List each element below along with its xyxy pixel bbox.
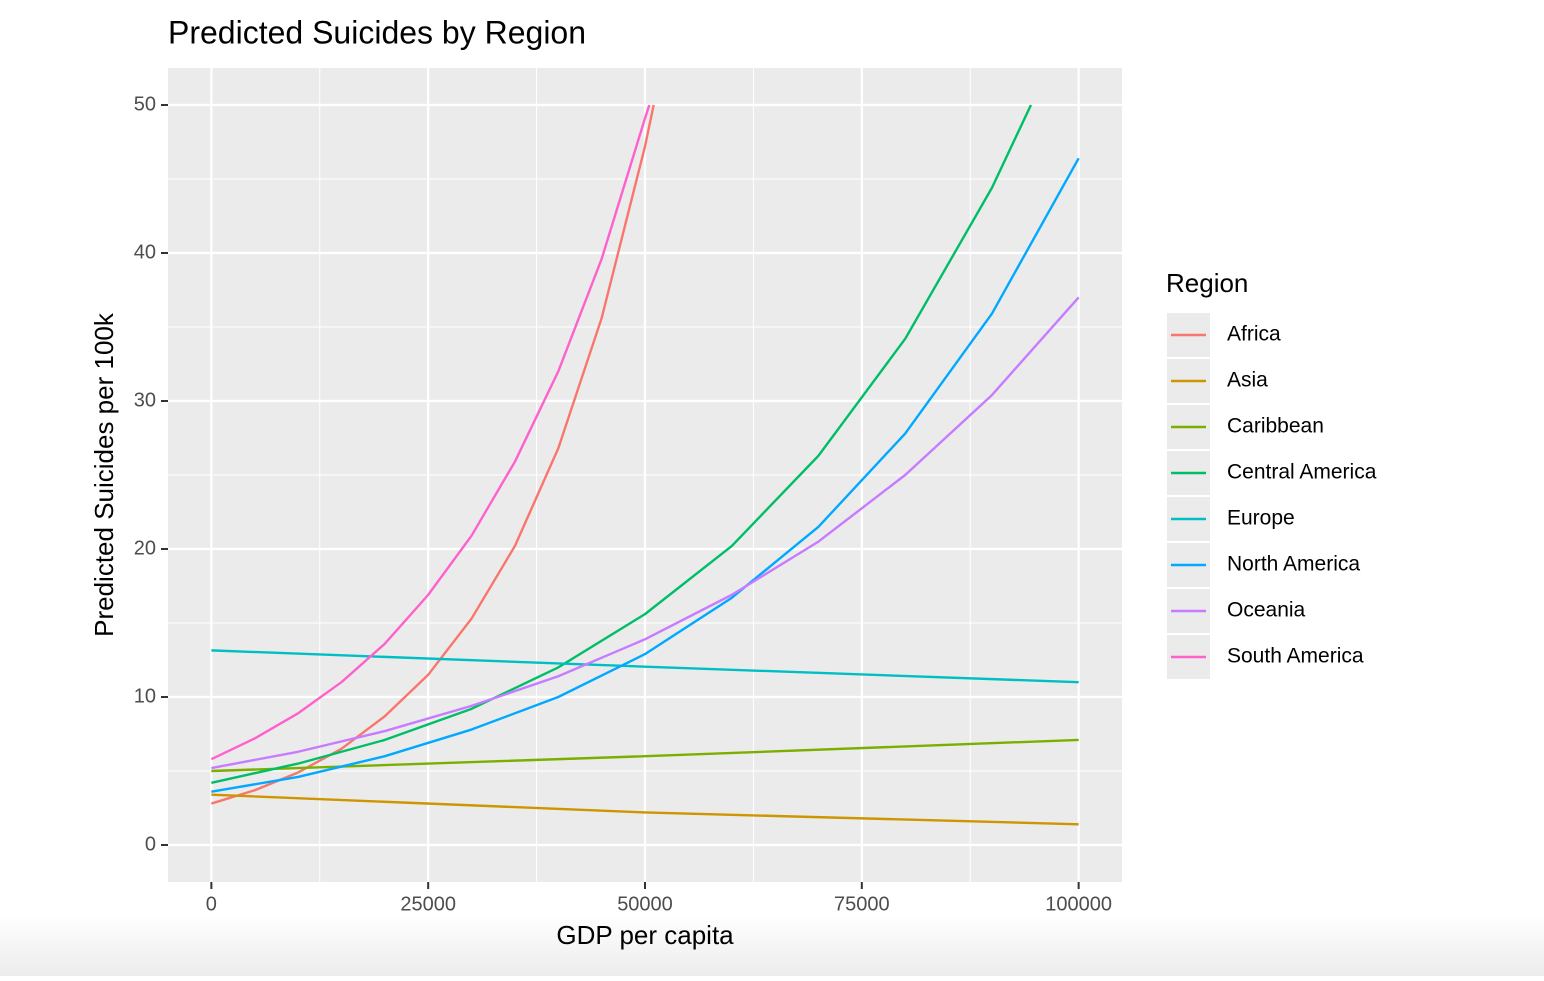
legend-label: Asia [1227,369,1268,392]
y-tick-label: 30 [134,389,156,411]
legend-label: Central America [1227,461,1377,484]
legend-label: North America [1227,553,1360,576]
legend-label: South America [1227,645,1364,668]
legend-title: Region [1166,268,1248,298]
x-axis-label: GDP per capita [556,920,734,950]
axes: 0 25000 50000 75000 100000 0 10 20 30 40 50 [134,93,1112,915]
legend-label: Caribbean [1227,415,1324,438]
screen-edge [0,915,1544,976]
series-line [211,104,655,805]
y-tick-label: 50 [134,93,156,115]
series-line [211,649,1079,684]
legend-label: Europe [1227,507,1295,530]
y-tick-label: 0 [145,833,156,855]
y-tick-label: 40 [134,241,156,263]
legend: Africa Asia Caribbean Central America Europe… [1167,313,1377,679]
y-tick-label: 20 [134,537,156,559]
x-tick-label: 75000 [834,893,890,915]
series-line [211,157,1080,793]
x-tick-label: 0 [206,893,217,915]
y-tick-label: 10 [134,685,156,707]
y-axis-label: Predicted Suicides per 100k [89,312,119,637]
x-tick-label: 100000 [1045,893,1112,915]
series-line [211,738,1079,773]
lines [210,104,1080,826]
x-tick-label: 50000 [617,893,673,915]
grid [168,68,1122,882]
series-line [210,104,651,761]
x-tick-label: 25000 [400,893,456,915]
series-line [211,296,1080,770]
series-line [211,793,1079,826]
legend-label: Africa [1227,323,1281,346]
chart-title: Predicted Suicides by Region [168,14,586,50]
series-line [211,104,1033,785]
legend-label: Oceania [1227,599,1306,622]
